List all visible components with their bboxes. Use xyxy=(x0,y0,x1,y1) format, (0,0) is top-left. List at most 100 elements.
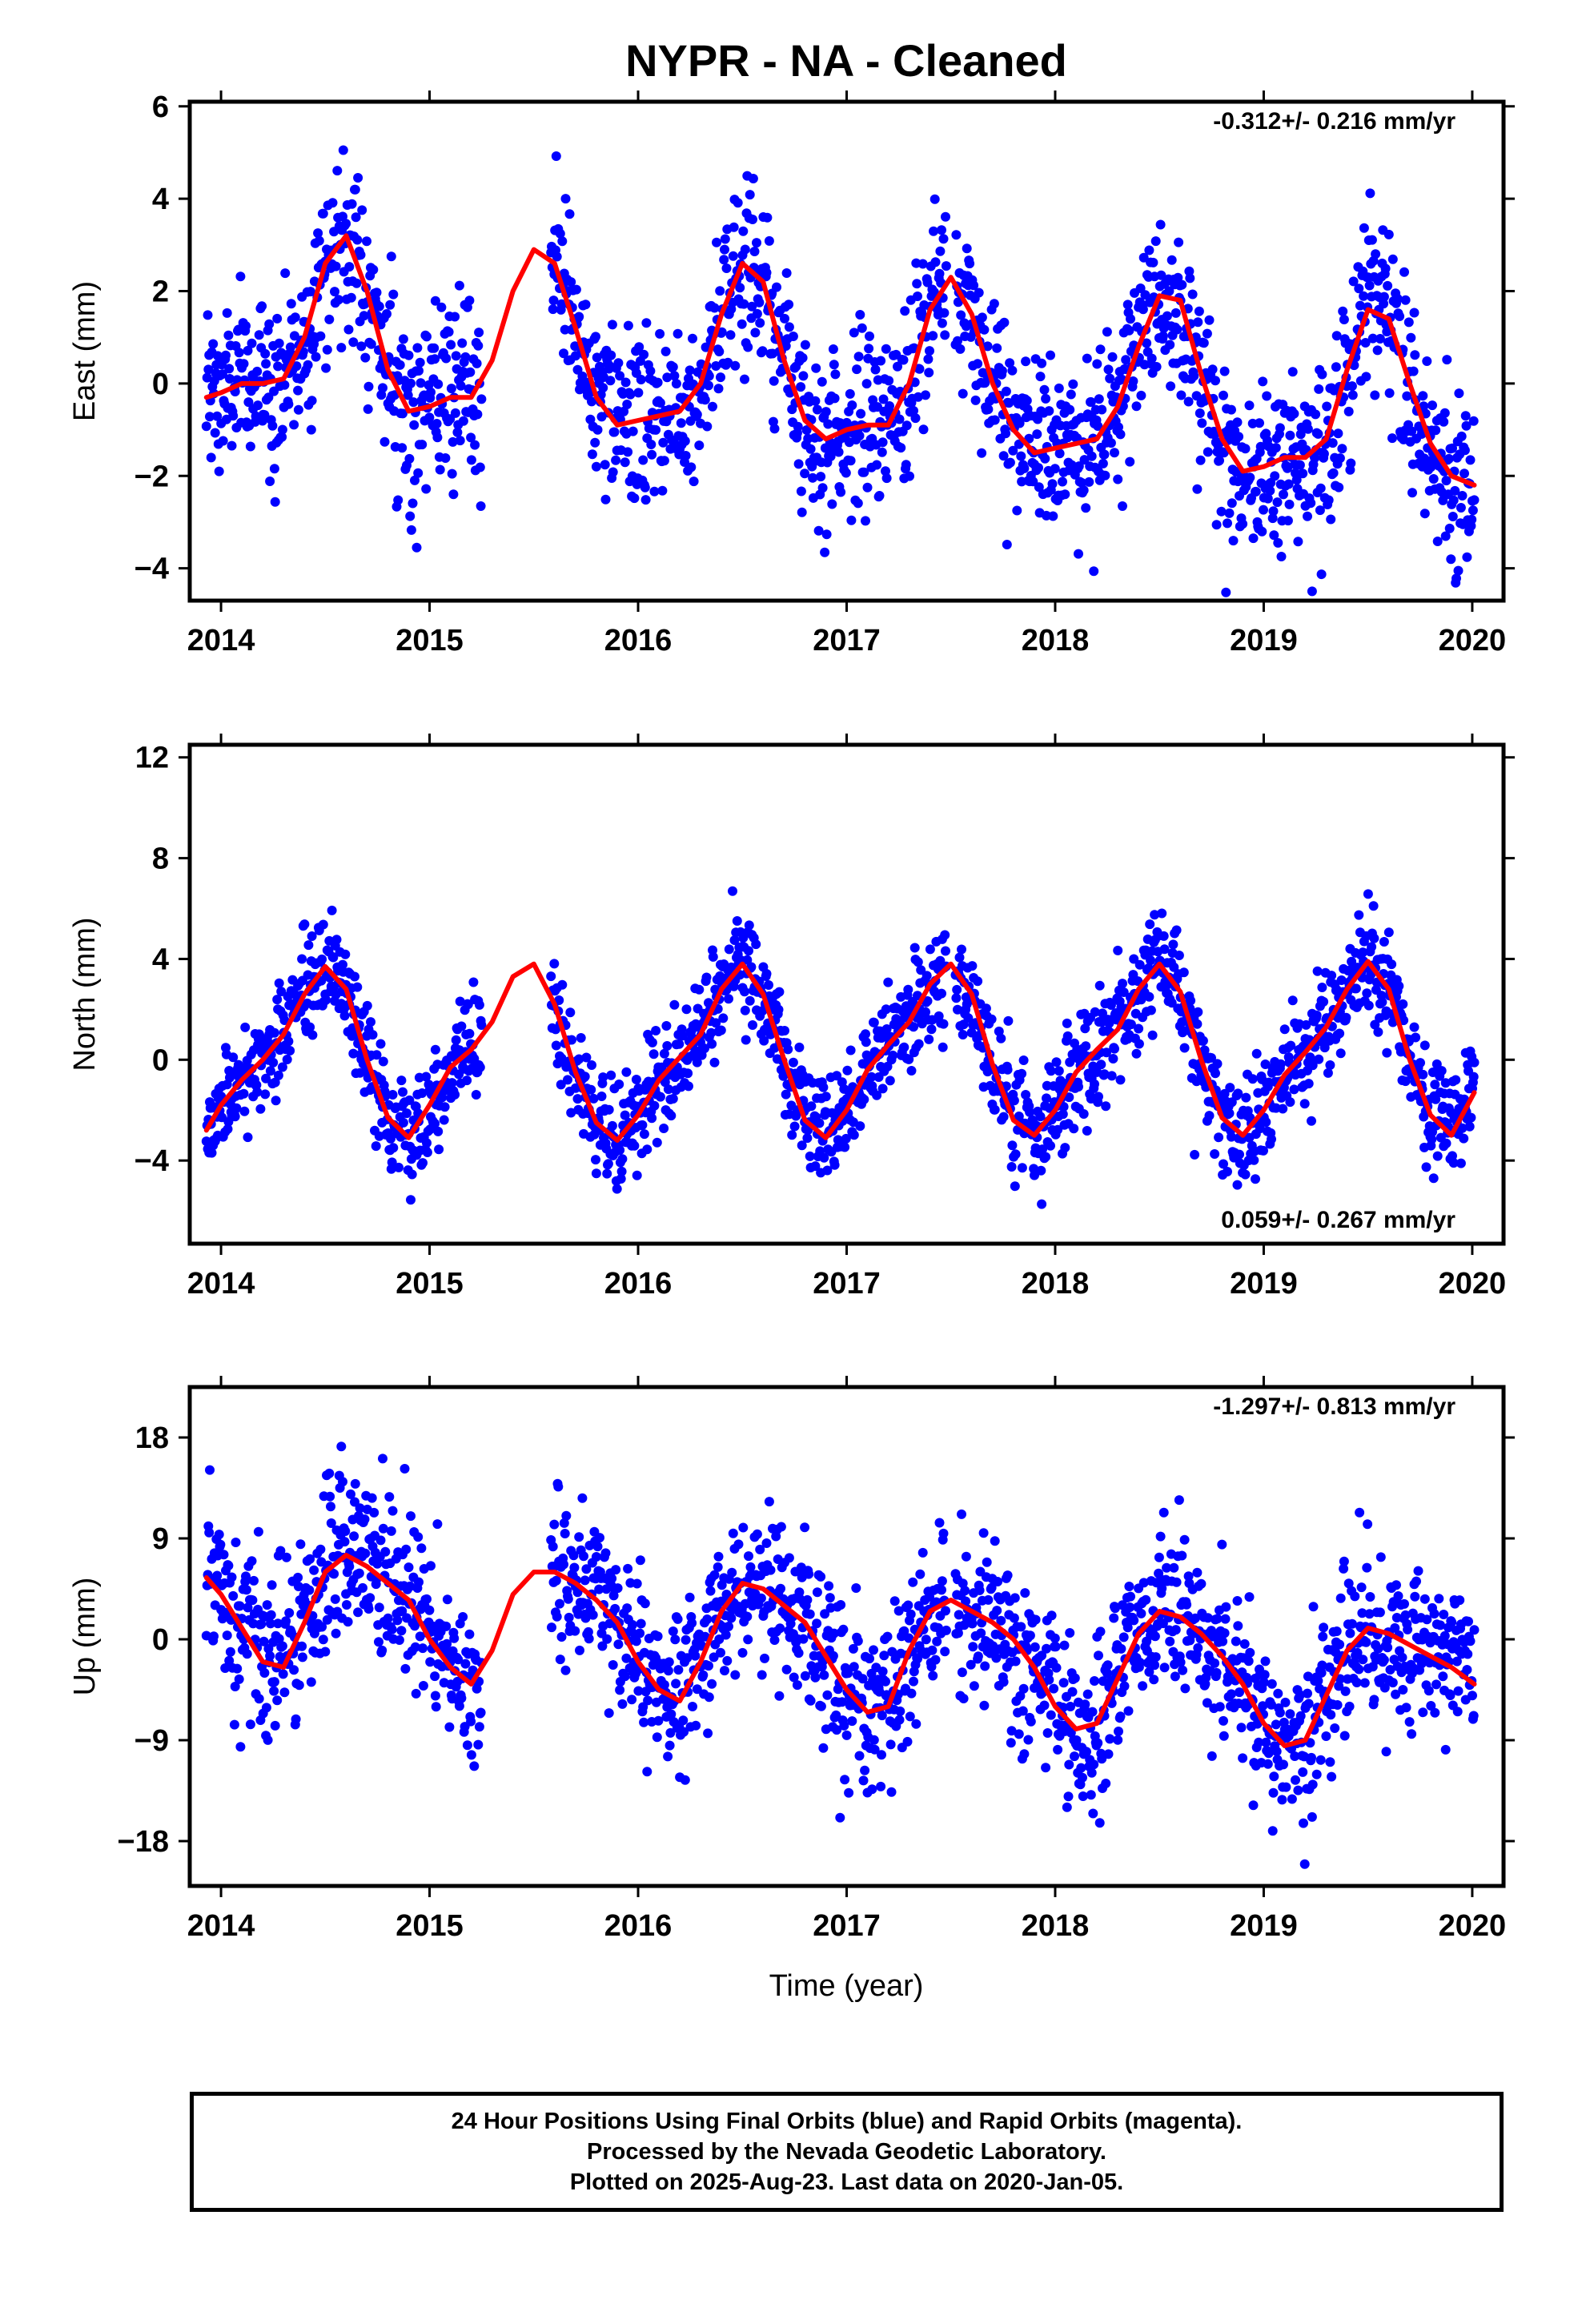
data-point xyxy=(437,1092,448,1103)
data-point xyxy=(682,1653,693,1663)
data-point xyxy=(571,284,581,295)
data-point xyxy=(1331,331,1342,341)
data-point xyxy=(1399,267,1409,277)
data-point xyxy=(1447,512,1458,521)
data-point xyxy=(474,999,484,1010)
data-point xyxy=(295,1539,306,1550)
data-point xyxy=(743,1634,753,1645)
data-point xyxy=(1278,1104,1288,1114)
data-point xyxy=(1265,485,1275,496)
data-point xyxy=(859,467,869,477)
data-point xyxy=(348,1048,359,1059)
data-point xyxy=(717,327,727,337)
data-point xyxy=(375,1039,386,1049)
data-point xyxy=(1090,1079,1099,1089)
data-point xyxy=(982,1557,992,1567)
data-point xyxy=(1185,273,1195,283)
data-point xyxy=(1005,457,1015,468)
data-point xyxy=(1051,1663,1062,1673)
data-point xyxy=(941,946,950,956)
data-point xyxy=(828,1651,838,1661)
data-point xyxy=(594,1584,604,1594)
data-point xyxy=(267,1580,277,1590)
data-point xyxy=(260,348,271,359)
data-point xyxy=(709,303,720,313)
data-point xyxy=(1103,1749,1114,1759)
data-point xyxy=(970,395,981,405)
data-point xyxy=(884,376,894,386)
data-point xyxy=(279,380,290,390)
data-point xyxy=(651,424,661,435)
data-point xyxy=(1050,464,1060,474)
data-point xyxy=(1199,338,1209,348)
data-point xyxy=(954,952,965,963)
data-point xyxy=(1122,300,1133,310)
data-point xyxy=(388,1143,399,1153)
data-point xyxy=(432,419,442,428)
data-point xyxy=(378,1056,388,1067)
data-point xyxy=(802,1133,813,1144)
data-point xyxy=(331,935,342,945)
data-point xyxy=(548,304,558,315)
data-point xyxy=(338,959,347,970)
data-point xyxy=(1101,1101,1111,1112)
data-point xyxy=(688,333,697,344)
data-point xyxy=(937,318,947,328)
data-point xyxy=(851,1583,861,1593)
data-point xyxy=(937,1585,946,1595)
data-point xyxy=(556,1080,566,1090)
data-point xyxy=(633,1686,644,1696)
data-point xyxy=(686,462,697,472)
data-point xyxy=(1032,429,1042,440)
data-point xyxy=(346,292,356,303)
data-point xyxy=(1195,408,1205,418)
data-point xyxy=(417,1088,428,1098)
data-point xyxy=(259,410,270,420)
data-point xyxy=(371,1050,382,1060)
data-point xyxy=(704,998,713,1008)
data-point xyxy=(1219,1159,1228,1169)
data-point xyxy=(1009,1613,1019,1623)
data-point xyxy=(606,1070,616,1080)
data-point xyxy=(822,1690,833,1700)
data-point xyxy=(762,212,773,223)
data-point xyxy=(1261,1117,1271,1128)
data-point xyxy=(730,1670,741,1680)
data-point xyxy=(983,404,994,415)
data-point xyxy=(713,384,724,394)
data-point xyxy=(1102,327,1112,337)
data-point xyxy=(1058,1109,1068,1120)
data-point xyxy=(276,987,287,997)
data-point xyxy=(1047,479,1058,489)
data-point xyxy=(665,1740,675,1751)
data-point xyxy=(473,340,484,351)
data-point xyxy=(973,1651,983,1662)
data-point xyxy=(1044,1675,1054,1685)
data-point xyxy=(737,1647,748,1658)
data-point xyxy=(1283,479,1294,489)
data-point xyxy=(243,345,253,356)
data-point xyxy=(958,1578,968,1589)
data-point xyxy=(1402,391,1412,401)
data-point xyxy=(677,1031,688,1041)
data-point xyxy=(1082,353,1092,364)
data-point xyxy=(668,1626,678,1636)
data-point xyxy=(622,400,632,409)
data-point xyxy=(1087,1707,1098,1717)
data-point xyxy=(374,1637,383,1647)
data-point xyxy=(953,336,962,346)
data-point xyxy=(430,354,440,364)
data-point xyxy=(822,1165,833,1176)
data-point xyxy=(1204,1111,1215,1121)
data-point xyxy=(469,1761,480,1771)
data-point xyxy=(1134,1039,1144,1049)
data-point xyxy=(203,364,214,375)
data-point xyxy=(1457,1123,1468,1133)
data-point xyxy=(869,1017,879,1027)
data-point xyxy=(458,416,468,426)
data-point xyxy=(1323,1068,1333,1078)
data-point xyxy=(470,440,480,450)
data-point xyxy=(909,1022,918,1032)
data-point xyxy=(1260,1059,1271,1069)
